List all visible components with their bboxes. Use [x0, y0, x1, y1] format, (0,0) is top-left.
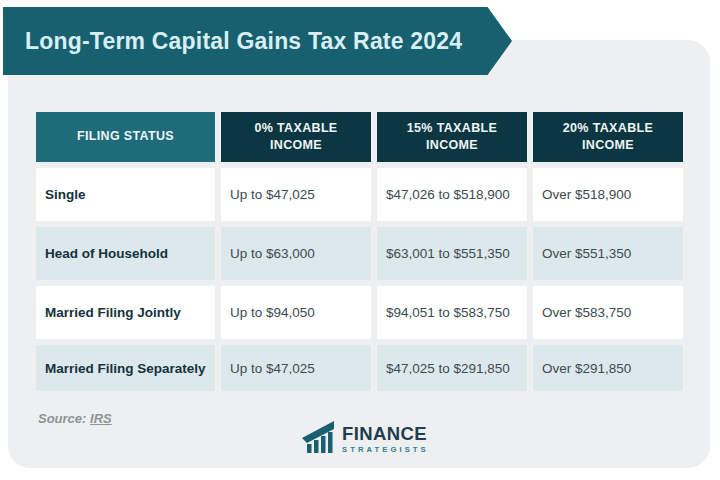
value-cell-20-percent: Over $583,750 [533, 286, 683, 339]
filing-status-cell: Married Filing Separately [36, 345, 215, 391]
value-cell-20-percent: Over $518,900 [533, 168, 683, 221]
tax-rate-table: FILING STATUS 0% TAXABLE INCOME 15% TAXA… [36, 112, 683, 391]
bar-chart-growth-icon [301, 420, 335, 458]
value-cell-15-percent: $94,051 to $583,750 [377, 286, 527, 339]
column-header-0-percent: 0% TAXABLE INCOME [221, 112, 371, 162]
finance-strategists-logo: FINANCE STRATEGISTS [301, 420, 429, 458]
source-attribution: Source: IRS [38, 411, 112, 426]
column-header-20-percent: 20% TAXABLE INCOME [533, 112, 683, 162]
logo-finance-text: FINANCE [342, 425, 429, 444]
value-cell-20-percent: Over $291,850 [533, 345, 683, 391]
value-cell-0-percent: Up to $47,025 [221, 345, 371, 391]
filing-status-cell: Married Filing Jointly [36, 286, 215, 339]
value-cell-15-percent: $47,026 to $518,900 [377, 168, 527, 221]
value-cell-15-percent: $63,001 to $551,350 [377, 227, 527, 280]
value-cell-15-percent: $47,025 to $291,850 [377, 345, 527, 391]
value-cell-0-percent: Up to $63,000 [221, 227, 371, 280]
value-cell-0-percent: Up to $94,050 [221, 286, 371, 339]
logo-wordmark: FINANCE STRATEGISTS [342, 425, 429, 454]
value-cell-0-percent: Up to $47,025 [221, 168, 371, 221]
source-link[interactable]: IRS [90, 411, 112, 426]
column-header-filing-status: FILING STATUS [36, 112, 215, 162]
filing-status-cell: Single [36, 168, 215, 221]
source-label: Source: [38, 411, 86, 426]
logo-strategists-text: STRATEGISTS [342, 446, 429, 454]
filing-status-cell: Head of Household [36, 227, 215, 280]
title-banner: Long-Term Capital Gains Tax Rate 2024 [3, 7, 512, 75]
page-title: Long-Term Capital Gains Tax Rate 2024 [3, 28, 462, 55]
column-header-15-percent: 15% TAXABLE INCOME [377, 112, 527, 162]
value-cell-20-percent: Over $551,350 [533, 227, 683, 280]
